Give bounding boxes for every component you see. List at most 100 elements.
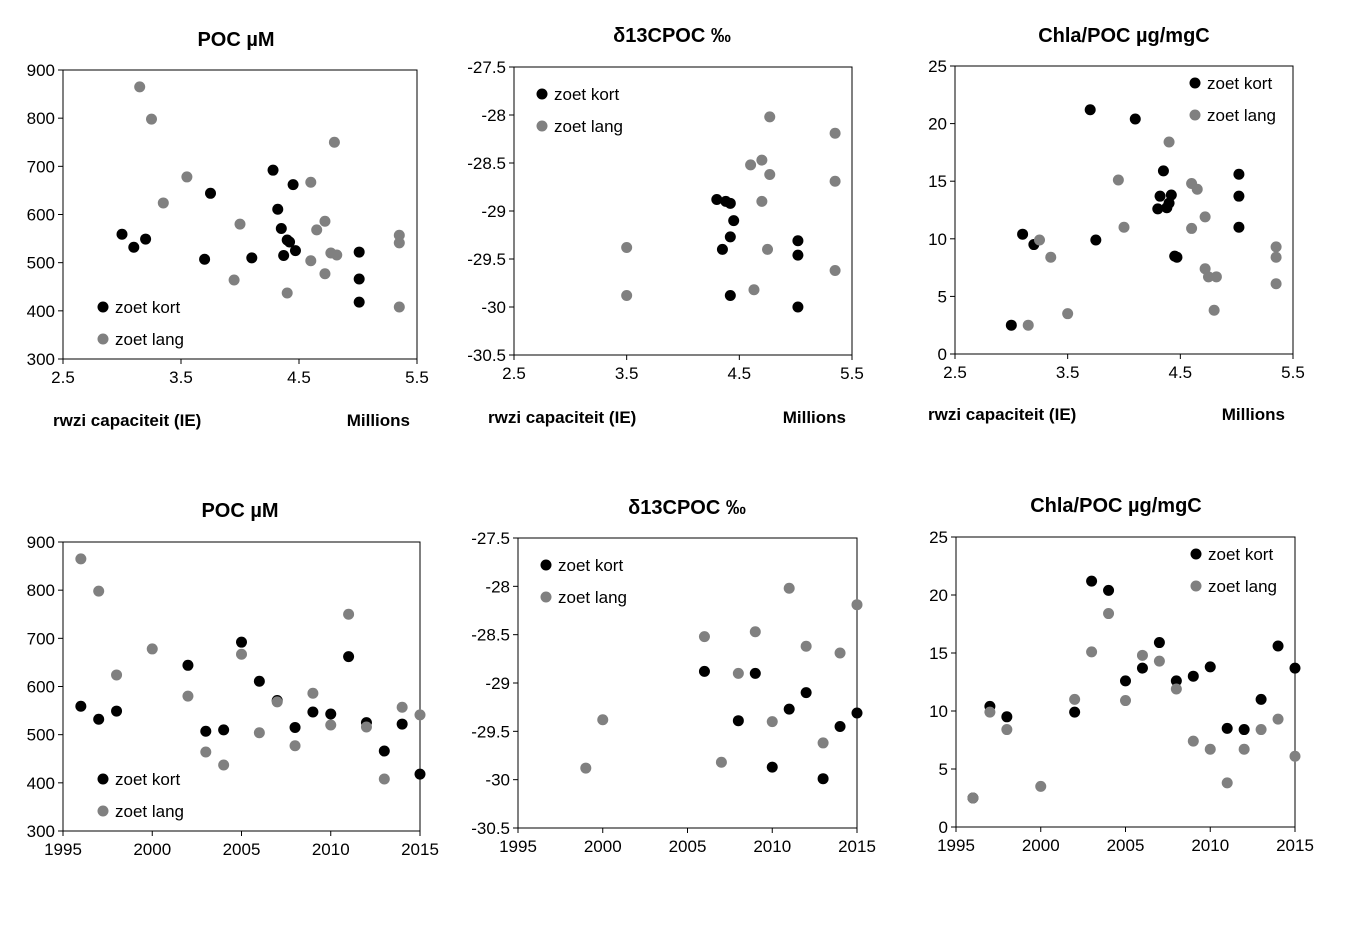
data-point-zoet-lang (146, 113, 157, 125)
x-tick-label: 5.5 (1281, 363, 1305, 382)
data-point-zoet-kort (353, 273, 365, 285)
legend-label: zoet kort (558, 556, 623, 575)
data-point-zoet-kort (1238, 724, 1250, 736)
x-tick-label: 2005 (223, 840, 261, 859)
x-tick-label: 1995 (44, 840, 82, 859)
data-point-zoet-lang (378, 773, 390, 785)
data-point-zoet-lang (1136, 649, 1148, 661)
y-tick-label: 20 (929, 586, 948, 605)
data-point-zoet-kort (1233, 168, 1245, 180)
legend-marker (1190, 548, 1202, 560)
x-tick-label: 2005 (1107, 836, 1145, 855)
y-tick-label: 20 (928, 115, 947, 134)
legend-marker (97, 333, 109, 345)
y-tick-label: -29 (481, 202, 506, 221)
data-point-zoet-lang (580, 762, 592, 774)
data-point-zoet-lang (331, 249, 343, 261)
x-tick-label: 2015 (1276, 836, 1314, 855)
data-point-zoet-lang (396, 701, 408, 713)
y-tick-label: 900 (27, 61, 55, 80)
chart-title: δ13CPOC ‰ (628, 497, 746, 519)
data-point-zoet-kort (272, 203, 284, 215)
data-point-zoet-kort (200, 725, 212, 737)
data-point-zoet-kort (267, 164, 279, 176)
data-point-zoet-lang (756, 195, 768, 207)
y-tick-label: 900 (27, 533, 55, 552)
data-point-zoet-lang (1208, 304, 1220, 316)
data-point-zoet-kort (1005, 319, 1017, 331)
data-point-zoet-lang (817, 737, 829, 749)
data-point-zoet-lang (1272, 713, 1284, 725)
data-point-zoet-kort (766, 761, 778, 773)
chart-panel-6: Chla/POC µg/mgC 0 5 10 15 20 25 1995 2000 2005 201… (929, 495, 1314, 855)
legend-label: zoet lang (115, 330, 184, 349)
x-tick-label: 2005 (669, 837, 707, 856)
data-point-zoet-lang (829, 265, 841, 277)
x-tick-label: 1995 (499, 837, 537, 856)
data-point-zoet-lang (1153, 655, 1165, 667)
x-tick-label: 2.5 (943, 363, 967, 382)
data-point-zoet-lang (1203, 271, 1214, 283)
data-point-zoet-kort (792, 249, 804, 261)
data-point-zoet-lang (393, 229, 405, 241)
data-point-zoet-kort (199, 253, 211, 265)
legend-marker (1190, 580, 1202, 592)
x-tick-label: 1995 (937, 836, 975, 855)
x-axis-label: rwzi capaciteit (IE) (928, 405, 1076, 424)
x-tick-label: 2010 (1191, 836, 1229, 855)
data-point-zoet-lang (218, 759, 230, 771)
data-point-zoet-kort (732, 715, 744, 727)
data-point-zoet-lang (271, 696, 283, 708)
data-point-zoet-kort (93, 713, 105, 725)
legend-label: zoet lang (558, 588, 627, 607)
data-point-zoet-kort (343, 651, 355, 663)
data-point-zoet-lang (762, 243, 773, 255)
data-point-zoet-kort (1221, 722, 1233, 734)
x-tick-label: 2000 (1022, 836, 1060, 855)
data-point-zoet-lang (1170, 683, 1182, 695)
data-point-zoet-kort (1204, 661, 1216, 673)
data-point-zoet-lang (236, 648, 247, 660)
y-tick-label: -28 (481, 106, 506, 125)
data-point-zoet-kort (749, 667, 761, 679)
x-tick-label: 4.5 (287, 368, 311, 387)
data-point-zoet-kort (253, 675, 265, 687)
data-point-zoet-kort (724, 197, 736, 209)
data-point-zoet-lang (829, 175, 841, 187)
data-point-zoet-kort (698, 665, 710, 677)
data-point-zoet-kort (236, 636, 247, 648)
data-point-zoet-lang (1118, 221, 1130, 233)
legend-marker (540, 559, 552, 571)
x-tick-label: 2000 (133, 840, 171, 859)
data-point-zoet-lang (732, 667, 744, 679)
y-tick-label: 400 (27, 774, 55, 793)
data-point-zoet-kort (724, 231, 736, 243)
data-point-zoet-kort (711, 193, 723, 205)
legend-marker (97, 805, 109, 817)
data-point-zoet-kort (1152, 203, 1164, 215)
data-point-zoet-kort (783, 703, 795, 715)
y-tick-label: -30 (481, 298, 506, 317)
y-tick-label: 600 (27, 206, 55, 225)
data-point-zoet-kort (1289, 662, 1301, 674)
data-point-zoet-kort (834, 721, 846, 732)
legend-marker (97, 301, 109, 313)
data-point-zoet-lang (1069, 693, 1081, 705)
data-point-zoet-kort (1272, 640, 1284, 652)
chart-title: δ13CPOC ‰ (613, 25, 731, 47)
chart-panel-1: POC µM 300 400 500 600 700 800 900 2.5 3.5 4.5 5.5 r… (27, 29, 429, 430)
data-point-zoet-lang (157, 197, 169, 209)
data-point-zoet-kort (851, 707, 863, 719)
y-tick-label: -28.5 (467, 154, 506, 173)
data-point-zoet-kort (128, 241, 140, 253)
data-point-zoet-lang (343, 608, 355, 620)
y-tick-label: 10 (929, 702, 948, 721)
data-point-zoet-lang (234, 218, 246, 230)
y-tick-label: 15 (928, 172, 947, 191)
chart-panel-4: POC µM 300 400 500 600 700 800 900 1995 2000 2005 2… (27, 500, 439, 859)
data-point-zoet-lang (289, 740, 301, 752)
x-tick-label: 3.5 (1056, 363, 1080, 382)
y-tick-label: 5 (939, 760, 948, 779)
data-point-zoet-lang (621, 289, 633, 301)
data-point-zoet-lang (1001, 724, 1013, 736)
